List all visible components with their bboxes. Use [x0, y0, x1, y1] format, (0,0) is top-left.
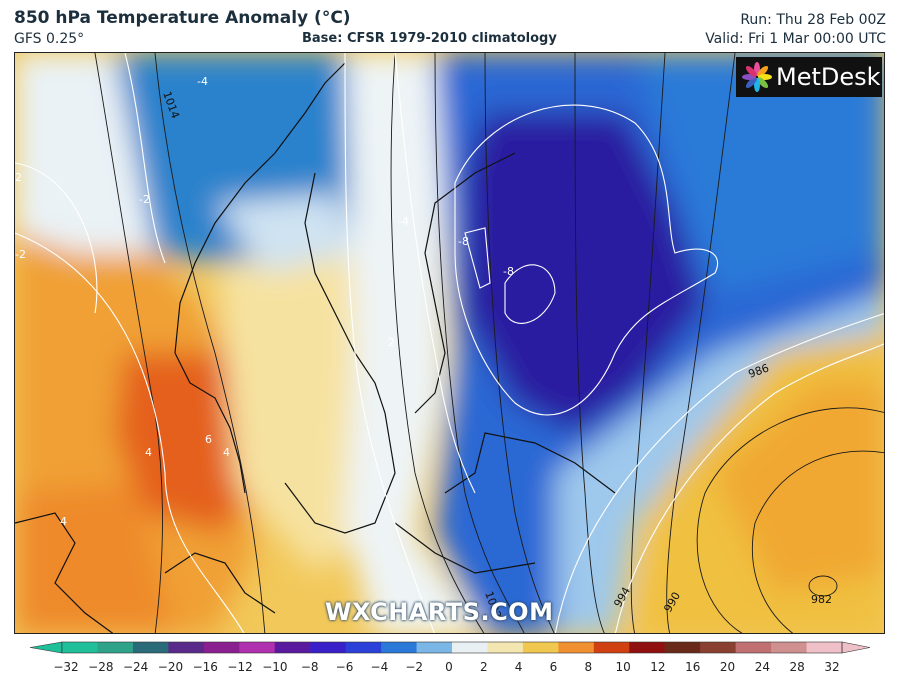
colorbar-segment: [97, 642, 134, 653]
anomaly-labels: -4 -2 -4 -8 -8 2 4 6 4 4 2 -2: [15, 75, 514, 528]
colorbar-tick-label: 24: [754, 660, 770, 674]
colorbar-segment: [132, 642, 169, 653]
colorbar-tick-label: 6: [549, 660, 558, 674]
metdesk-logo: MetDesk: [736, 57, 882, 97]
colorbar-tick-label: 4: [514, 660, 523, 674]
colorbar-tick-label: −28: [88, 660, 114, 674]
run-time-label: Run: Thu 28 Feb 00Z: [740, 12, 886, 28]
contour-label: 4: [223, 446, 230, 459]
metdesk-logo-text: MetDesk: [776, 63, 881, 91]
colorbar-tick-label: −8: [300, 660, 319, 674]
colorbar-segment: [629, 642, 666, 653]
metdesk-flower-icon: [742, 62, 772, 92]
colorbar-tick-label: −20: [157, 660, 184, 674]
anomaly-contours: [15, 53, 884, 633]
colorbar-max-arrow: [841, 641, 871, 654]
contour-label: -8: [458, 235, 469, 248]
colorbar-tick-label: −6: [335, 660, 354, 674]
isobar-label: 982: [811, 593, 832, 606]
colorbar-tick-label: 0: [445, 660, 453, 674]
wxcharts-watermark: WXCHARTS.COM: [325, 598, 554, 626]
colorbar-segment: [203, 642, 240, 653]
colorbar-segment: [522, 642, 559, 653]
colorbar-tick-label: −32: [53, 660, 79, 674]
colorbar-segment: [593, 642, 630, 653]
contour-label: 2: [388, 336, 395, 349]
colorbar-segment: [700, 642, 737, 653]
colorbar-segment: [735, 642, 772, 653]
colorbar-segment: [381, 642, 418, 653]
colorbar-tick-label: 28: [789, 660, 805, 674]
contour-label: 4: [60, 515, 67, 528]
colorbar-segment: [416, 642, 453, 653]
base-climatology-label: Base: CFSR 1979-2010 climatology: [302, 31, 557, 46]
colorbar-tick-label: −4: [370, 660, 389, 674]
colorbar-tick-label: 32: [824, 660, 840, 674]
colorbar-min-arrow: [29, 641, 63, 654]
colorbar-tick-label: −24: [122, 660, 149, 674]
map-title: 850 hPa Temperature Anomaly (°C): [14, 8, 351, 28]
contour-label: -8: [503, 265, 514, 278]
colorbar-tick-label: 16: [685, 660, 701, 674]
contour-label: 4: [145, 446, 152, 459]
valid-time-label: Valid: Fri 1 Mar 00:00 UTC: [705, 31, 886, 47]
colorbar-segment: [771, 642, 808, 653]
map-canvas: -4 -2 -4 -8 -8 2 4 6 4 4 2 -2 1014 986 9…: [15, 53, 884, 633]
colorbar-tick-label: −16: [192, 660, 218, 674]
temperature-anomaly-map[interactable]: -4 -2 -4 -8 -8 2 4 6 4 4 2 -2 1014 986 9…: [14, 52, 885, 634]
colorbar-segment: [310, 642, 347, 653]
colorbar-segment: [487, 642, 524, 653]
colorbar: [29, 641, 871, 654]
coastlines: [15, 62, 616, 633]
colorbar-tick-label: 8: [584, 660, 593, 674]
colorbar-segment: [274, 642, 311, 653]
colorbar-tick-label: 2: [479, 660, 488, 674]
contour-label: 2: [15, 171, 22, 184]
colorbar-segment: [664, 642, 701, 653]
colorbar-tick-label: −10: [262, 660, 288, 674]
colorbar-segment: [62, 642, 98, 653]
colorbar-tick-label: −12: [227, 660, 253, 674]
colorbar-tick-label: 10: [615, 660, 631, 674]
colorbar-segment: [168, 642, 205, 653]
contour-label: -4: [197, 75, 208, 88]
colorbar-segment: [345, 642, 382, 653]
colorbar-segment: [452, 642, 488, 653]
colorbar-segment: [806, 642, 843, 653]
isobars: [94, 53, 884, 633]
contour-label: -4: [398, 215, 409, 228]
contour-label: -2: [15, 248, 26, 261]
colorbar-segment: [558, 642, 595, 653]
colorbar-tick-label: 12: [650, 660, 666, 674]
colorbar-tick-label: 20: [719, 660, 736, 674]
contour-label: 6: [205, 433, 212, 446]
colorbar-tick-label: −2: [405, 660, 424, 674]
model-label: GFS 0.25°: [14, 31, 85, 47]
colorbar-segment: [239, 642, 276, 653]
contour-label: -2: [139, 193, 150, 206]
